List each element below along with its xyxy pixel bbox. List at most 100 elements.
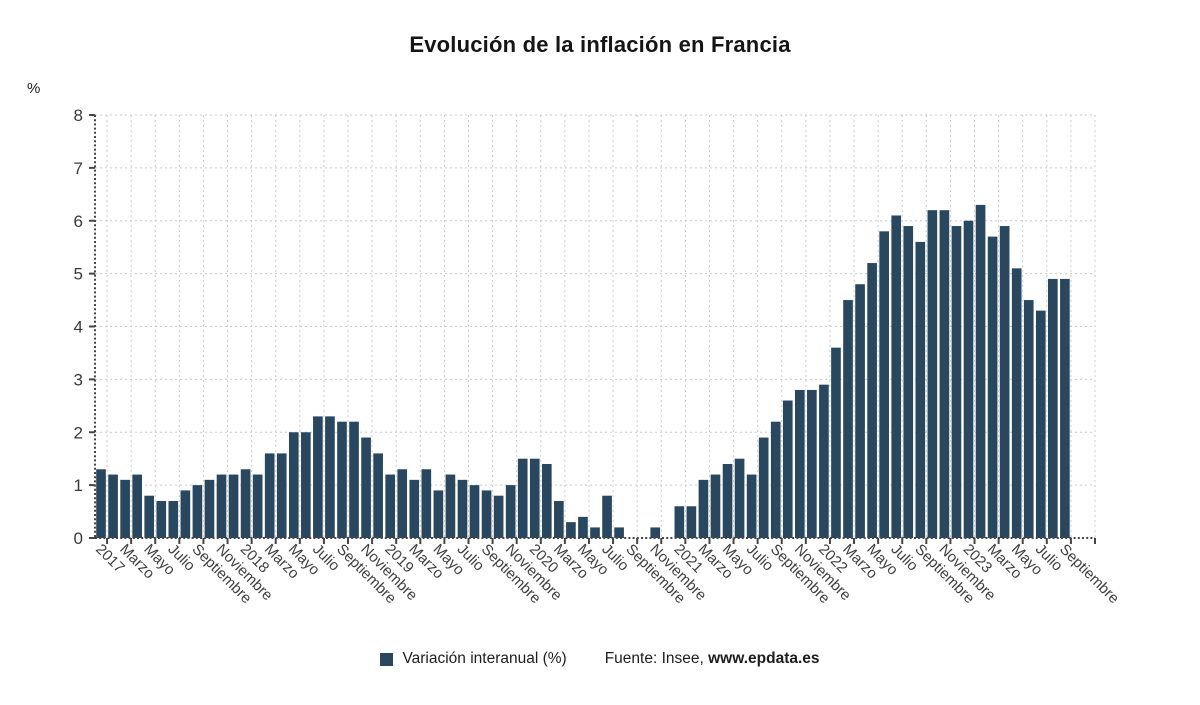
bar bbox=[758, 437, 769, 538]
bar bbox=[578, 516, 588, 538]
bar bbox=[987, 236, 998, 539]
bar bbox=[1048, 278, 1058, 538]
bar bbox=[240, 469, 251, 538]
bar bbox=[722, 463, 733, 538]
bar bbox=[349, 421, 359, 539]
bar bbox=[1035, 310, 1046, 538]
bar bbox=[734, 458, 745, 538]
bar bbox=[927, 210, 938, 538]
bar bbox=[132, 474, 142, 538]
bar bbox=[951, 226, 962, 539]
bar bbox=[144, 495, 155, 538]
bar bbox=[457, 479, 468, 538]
bar bbox=[313, 416, 323, 538]
x-tick-label: Septiembre bbox=[1056, 541, 1122, 607]
source-prefix: Fuente: Insee, bbox=[604, 650, 709, 667]
bar bbox=[204, 479, 215, 538]
bar bbox=[746, 474, 757, 538]
bar bbox=[1023, 300, 1034, 538]
bar bbox=[1060, 278, 1070, 538]
bar bbox=[674, 506, 685, 538]
bar bbox=[288, 432, 299, 538]
bar bbox=[216, 474, 227, 538]
bar bbox=[361, 437, 371, 538]
bar bbox=[686, 506, 697, 538]
y-tick-label: 5 bbox=[74, 265, 83, 284]
bar bbox=[867, 263, 877, 538]
bar bbox=[337, 421, 347, 539]
y-tick-label: 1 bbox=[74, 476, 83, 495]
x-axis-labels: 2017MarzoMayoJulioSeptiembreNoviembre201… bbox=[92, 541, 1122, 607]
bar bbox=[276, 453, 287, 538]
bar-series bbox=[96, 204, 1070, 539]
bar bbox=[807, 389, 817, 538]
y-tick-label: 3 bbox=[74, 370, 83, 389]
y-tick-label: 7 bbox=[74, 159, 83, 178]
y-tick-label: 0 bbox=[74, 529, 83, 548]
bar bbox=[445, 474, 456, 538]
bar bbox=[1011, 268, 1022, 538]
y-axis-labels: 0 1 2 3 4 5 6 7 8 bbox=[74, 106, 83, 548]
y-tick-label: 2 bbox=[74, 423, 83, 442]
bar bbox=[843, 300, 853, 538]
bar bbox=[481, 490, 492, 538]
bar bbox=[325, 416, 335, 538]
bar bbox=[915, 241, 926, 538]
bar bbox=[891, 215, 902, 538]
legend-swatch bbox=[380, 653, 394, 666]
bar bbox=[192, 485, 203, 539]
bar bbox=[770, 421, 781, 539]
source-note: Fuente: Insee, www.epdata.es bbox=[605, 650, 820, 668]
axes bbox=[89, 114, 1096, 544]
gridlines bbox=[95, 114, 1096, 538]
y-axis-unit-label: % bbox=[27, 80, 41, 97]
bar bbox=[590, 527, 600, 538]
legend-series-label: Variación interanual (%) bbox=[402, 650, 567, 667]
bar bbox=[433, 490, 444, 538]
chart-title: Evolución de la inflación en Francia bbox=[409, 32, 791, 57]
bar bbox=[879, 231, 889, 538]
bar bbox=[795, 389, 805, 538]
bar bbox=[698, 479, 709, 538]
bar bbox=[554, 500, 564, 538]
bar bbox=[903, 226, 914, 539]
bar bbox=[782, 400, 793, 538]
bar bbox=[168, 500, 179, 538]
y-tick-label: 6 bbox=[74, 212, 83, 231]
bar bbox=[156, 500, 167, 538]
bar bbox=[566, 522, 576, 538]
bar bbox=[529, 458, 540, 538]
bar bbox=[819, 384, 829, 538]
bar bbox=[385, 474, 396, 538]
y-tick-label: 8 bbox=[74, 106, 83, 125]
bar bbox=[228, 474, 239, 538]
bar bbox=[999, 226, 1010, 539]
bar bbox=[108, 474, 118, 538]
bar bbox=[264, 453, 275, 538]
bar bbox=[710, 474, 721, 538]
bar bbox=[541, 463, 552, 538]
bar bbox=[409, 479, 420, 538]
bar bbox=[493, 495, 504, 538]
y-tick-label: 4 bbox=[74, 318, 83, 337]
bar bbox=[963, 220, 974, 538]
bar bbox=[120, 479, 130, 538]
legend: Variación interanual (%) bbox=[380, 650, 567, 668]
bar bbox=[373, 453, 383, 538]
bar bbox=[180, 490, 191, 538]
bar bbox=[614, 527, 624, 538]
bar bbox=[505, 485, 516, 539]
bar bbox=[421, 469, 432, 538]
bar bbox=[517, 458, 528, 538]
bar bbox=[397, 469, 408, 538]
chart-footer: Variación interanual (%) Fuente: Insee, … bbox=[0, 650, 1200, 668]
bar bbox=[252, 474, 263, 538]
bar bbox=[650, 527, 661, 538]
bar bbox=[975, 204, 986, 538]
source-site: www.epdata.es bbox=[708, 650, 820, 667]
bar bbox=[831, 347, 841, 538]
bar bbox=[939, 210, 950, 538]
bar bbox=[469, 485, 480, 539]
